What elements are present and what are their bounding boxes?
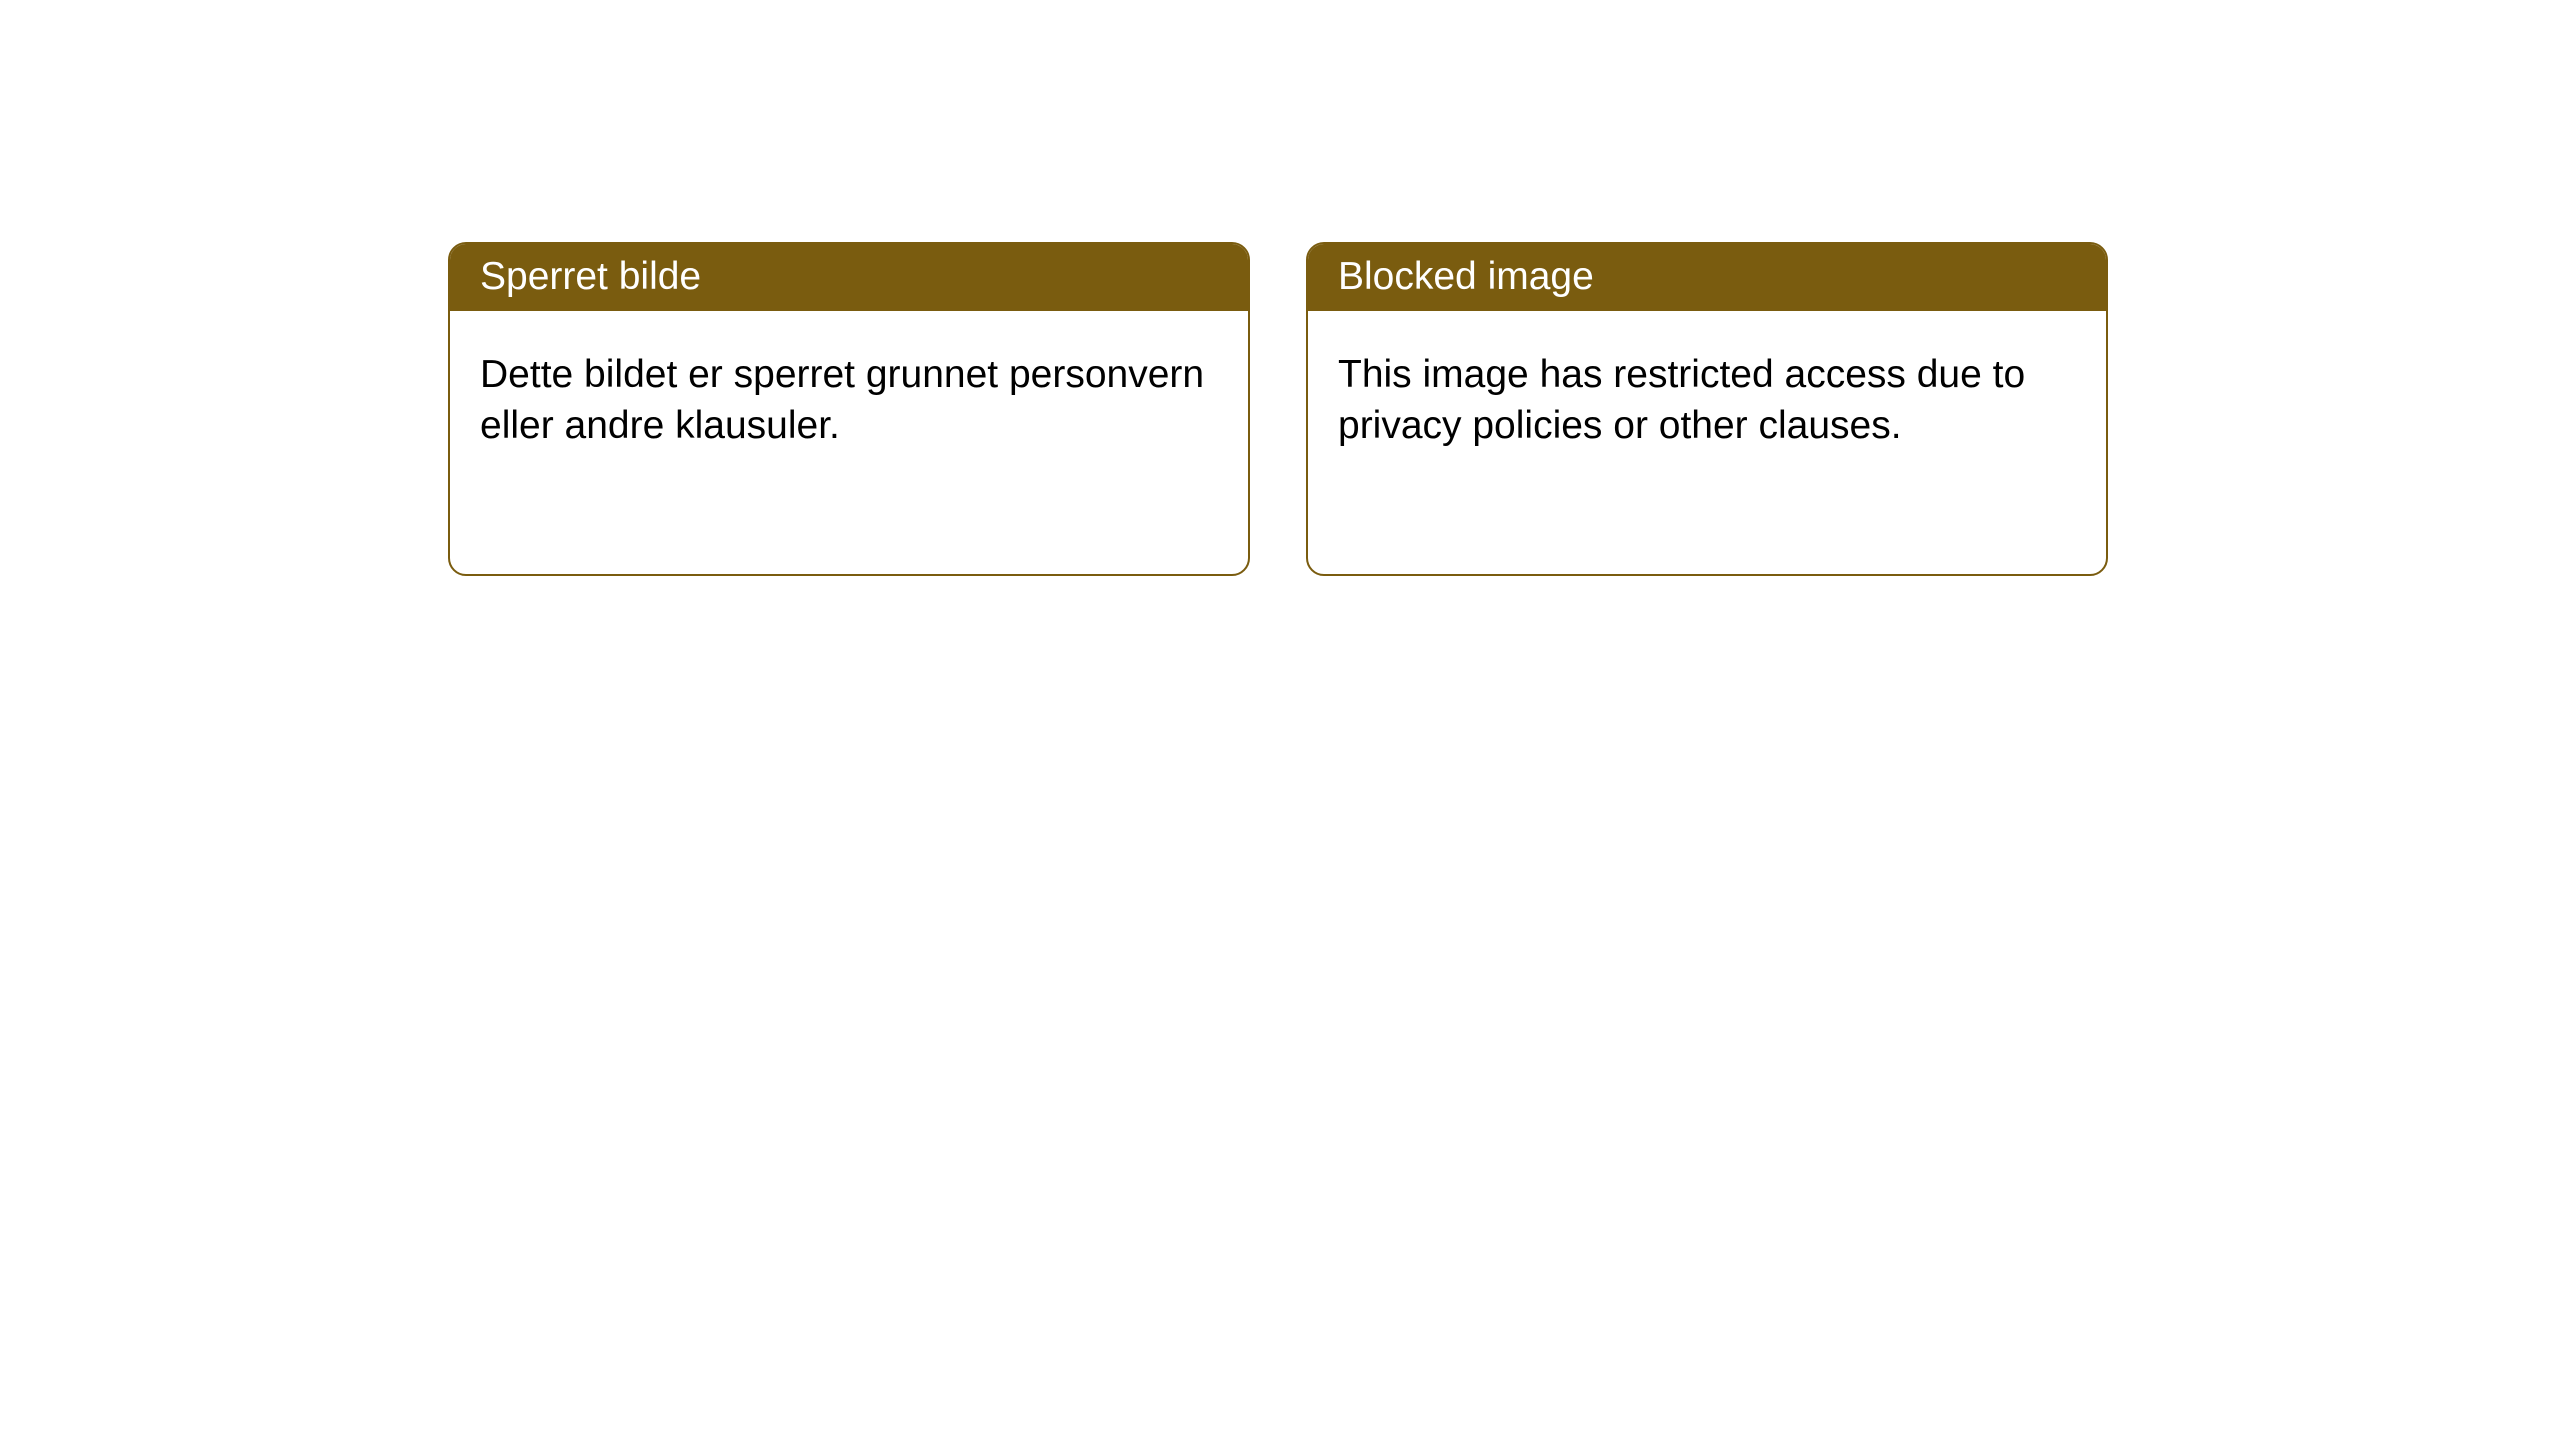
notice-card-body-norwegian: Dette bildet er sperret grunnet personve… xyxy=(450,311,1248,490)
notice-card-title-english: Blocked image xyxy=(1308,244,2106,311)
notice-card-english: Blocked image This image has restricted … xyxy=(1306,242,2108,576)
notice-cards-container: Sperret bilde Dette bildet er sperret gr… xyxy=(448,242,2108,576)
notice-card-body-english: This image has restricted access due to … xyxy=(1308,311,2106,490)
notice-card-title-norwegian: Sperret bilde xyxy=(450,244,1248,311)
notice-card-norwegian: Sperret bilde Dette bildet er sperret gr… xyxy=(448,242,1250,576)
